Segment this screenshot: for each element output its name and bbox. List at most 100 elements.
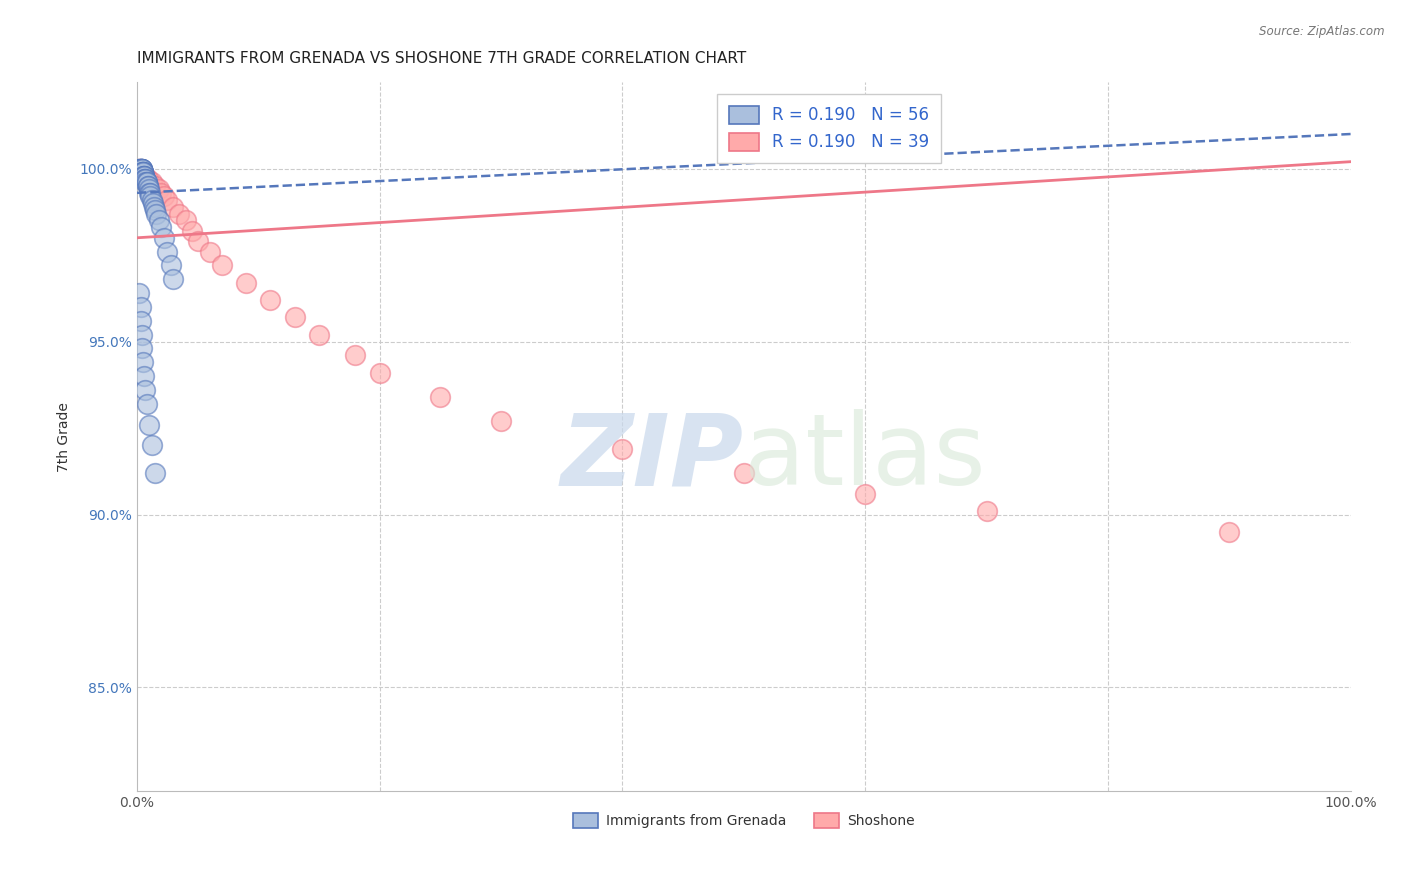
Point	[174, 213, 197, 227]
Point	[135, 172, 157, 186]
Point	[169, 206, 191, 220]
Point	[143, 203, 166, 218]
Point	[131, 161, 153, 176]
Point	[131, 161, 153, 176]
Point	[129, 314, 152, 328]
Point	[141, 193, 163, 207]
Point	[145, 206, 167, 220]
Point	[132, 165, 155, 179]
Point	[134, 169, 156, 183]
Point	[131, 165, 153, 179]
Point	[134, 169, 156, 183]
Point	[180, 224, 202, 238]
Point	[129, 161, 152, 176]
Point	[160, 259, 183, 273]
Point	[129, 161, 152, 176]
Point	[148, 213, 170, 227]
Point	[141, 176, 163, 190]
Point	[136, 172, 159, 186]
Text: Source: ZipAtlas.com: Source: ZipAtlas.com	[1260, 25, 1385, 38]
Point	[211, 259, 233, 273]
Legend: Immigrants from Grenada, Shoshone: Immigrants from Grenada, Shoshone	[567, 807, 921, 834]
Point	[129, 161, 152, 176]
Point	[138, 417, 160, 432]
Point	[129, 161, 152, 176]
Point	[128, 286, 150, 301]
Text: IMMIGRANTS FROM GRENADA VS SHOSHONE 7TH GRADE CORRELATION CHART: IMMIGRANTS FROM GRENADA VS SHOSHONE 7TH …	[136, 51, 747, 66]
Point	[131, 327, 153, 342]
Point	[131, 161, 153, 176]
Point	[259, 293, 281, 307]
Point	[148, 182, 170, 196]
Point	[853, 487, 876, 501]
Point	[128, 161, 150, 176]
Point	[129, 161, 152, 176]
Point	[138, 182, 160, 196]
Point	[128, 161, 150, 176]
Point	[344, 348, 367, 362]
Point	[187, 234, 209, 248]
Point	[136, 178, 159, 193]
Text: ZIP: ZIP	[561, 409, 744, 507]
Point	[152, 189, 174, 203]
Point	[143, 178, 166, 193]
Point	[152, 231, 174, 245]
Point	[368, 366, 391, 380]
Point	[132, 165, 155, 179]
Point	[136, 178, 159, 193]
Point	[162, 272, 184, 286]
Point	[135, 176, 157, 190]
Point	[129, 300, 152, 314]
Point	[134, 169, 156, 183]
Point	[150, 186, 173, 200]
Point	[139, 189, 162, 203]
Point	[131, 342, 153, 356]
Point	[976, 504, 998, 518]
Point	[134, 176, 156, 190]
Point	[129, 165, 152, 179]
Point	[135, 176, 157, 190]
Point	[138, 186, 160, 200]
Point	[132, 165, 155, 179]
Point	[132, 165, 155, 179]
Point	[162, 200, 184, 214]
Point	[128, 161, 150, 176]
Point	[134, 369, 156, 384]
Point	[128, 161, 150, 176]
Point	[132, 355, 155, 369]
Point	[142, 196, 165, 211]
Point	[134, 172, 156, 186]
Point	[143, 466, 166, 480]
Point	[139, 186, 162, 200]
Y-axis label: 7th Grade: 7th Grade	[58, 401, 72, 472]
Point	[132, 169, 155, 183]
Point	[131, 165, 153, 179]
Point	[132, 169, 155, 183]
Point	[156, 193, 179, 207]
Point	[138, 176, 160, 190]
Point	[235, 276, 257, 290]
Point	[489, 414, 512, 428]
Point	[612, 442, 634, 456]
Point	[131, 165, 153, 179]
Point	[308, 327, 330, 342]
Point	[733, 466, 755, 480]
Point	[131, 161, 153, 176]
Point	[1218, 524, 1240, 539]
Point	[132, 165, 155, 179]
Point	[128, 161, 150, 176]
Point	[150, 220, 173, 235]
Point	[134, 383, 156, 397]
Point	[134, 169, 156, 183]
Point	[198, 244, 221, 259]
Point	[134, 169, 156, 183]
Point	[141, 438, 163, 452]
Point	[284, 310, 307, 325]
Text: atlas: atlas	[744, 409, 986, 507]
Point	[134, 172, 156, 186]
Point	[129, 161, 152, 176]
Point	[156, 244, 179, 259]
Point	[135, 397, 157, 411]
Point	[134, 172, 156, 186]
Point	[143, 200, 166, 214]
